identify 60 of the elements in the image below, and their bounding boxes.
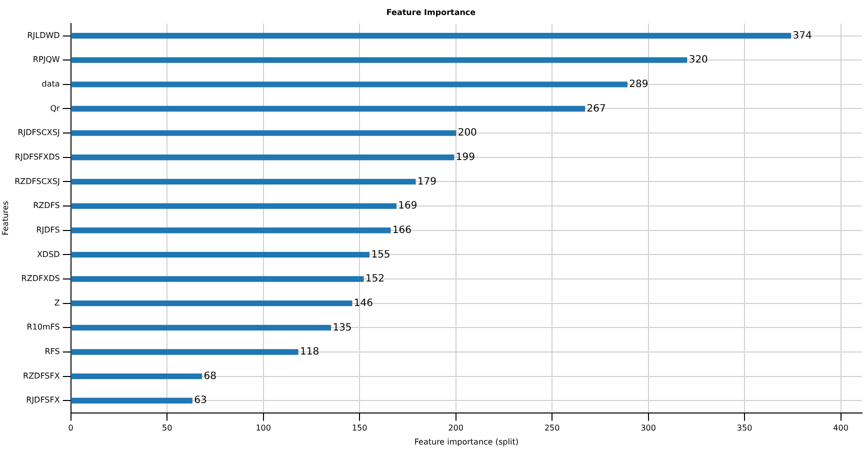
data-label: 166 xyxy=(392,224,412,236)
bar xyxy=(71,154,454,160)
x-tick-label: 50 xyxy=(162,424,172,433)
x-axis-title: Feature importance (split) xyxy=(414,437,518,446)
bar xyxy=(71,178,416,185)
x-tick-label: 0 xyxy=(68,424,74,433)
bar xyxy=(71,324,332,330)
data-label: 68 xyxy=(204,370,216,382)
bar xyxy=(71,82,628,88)
y-tick-label: RJDFSFXDS xyxy=(14,152,60,162)
y-tick-label: RZDFSFX xyxy=(23,371,60,380)
bar xyxy=(71,349,298,355)
bar xyxy=(71,130,456,136)
y-tick-label: RJDFSCXSJ xyxy=(18,128,60,138)
x-tick-label: 300 xyxy=(640,424,656,433)
bar xyxy=(71,106,586,112)
y-tick-label: RPJQW xyxy=(32,55,60,64)
data-label: 289 xyxy=(629,79,648,90)
y-tick-label: Qr xyxy=(50,104,61,113)
bar xyxy=(71,32,792,39)
bar xyxy=(71,398,192,404)
data-label: 267 xyxy=(586,103,606,114)
x-tick-label: 150 xyxy=(352,424,368,433)
bar xyxy=(71,276,364,282)
bar xyxy=(71,203,396,209)
y-tick-label: XDSD xyxy=(36,250,60,259)
y-tick-label: RZDFXDS xyxy=(21,274,60,284)
x-tick-label: 400 xyxy=(833,424,848,433)
y-tick-label: RJDFS xyxy=(36,225,60,234)
data-label: 118 xyxy=(300,346,320,358)
data-label: 63 xyxy=(194,395,207,406)
chart-title: Feature Importance xyxy=(386,8,476,17)
data-label: 169 xyxy=(398,200,418,212)
data-label: 199 xyxy=(456,152,476,163)
data-label: 320 xyxy=(688,54,708,66)
x-tick-label: 350 xyxy=(736,424,752,433)
y-tick-label: Z xyxy=(54,298,60,308)
bar xyxy=(71,300,352,306)
data-label: 200 xyxy=(458,128,477,139)
data-label: 146 xyxy=(354,298,373,309)
y-tick-label: R10mFS xyxy=(26,322,60,332)
bar xyxy=(71,228,391,234)
y-tick-label: RZDFS xyxy=(33,201,60,210)
y-tick-label: RJLDWD xyxy=(27,30,60,40)
data-label: 155 xyxy=(371,249,390,260)
y-tick-label: RFS xyxy=(44,347,60,356)
x-tick-label: 250 xyxy=(544,424,560,433)
y-axis-title: Features xyxy=(0,200,10,236)
bar xyxy=(71,252,370,258)
y-tick-label: RZDFSCXSJ xyxy=(14,176,60,186)
bar xyxy=(71,373,202,380)
y-tick-label: data xyxy=(42,79,60,88)
y-tick-label: RJDFSFX xyxy=(26,396,60,405)
data-label: 179 xyxy=(417,176,437,188)
x-tick-label: 200 xyxy=(448,424,464,433)
data-label: 135 xyxy=(332,322,352,334)
data-label: 152 xyxy=(365,274,385,285)
data-label: 374 xyxy=(792,30,812,42)
x-tick-label: 100 xyxy=(256,424,271,433)
bar xyxy=(71,57,688,63)
